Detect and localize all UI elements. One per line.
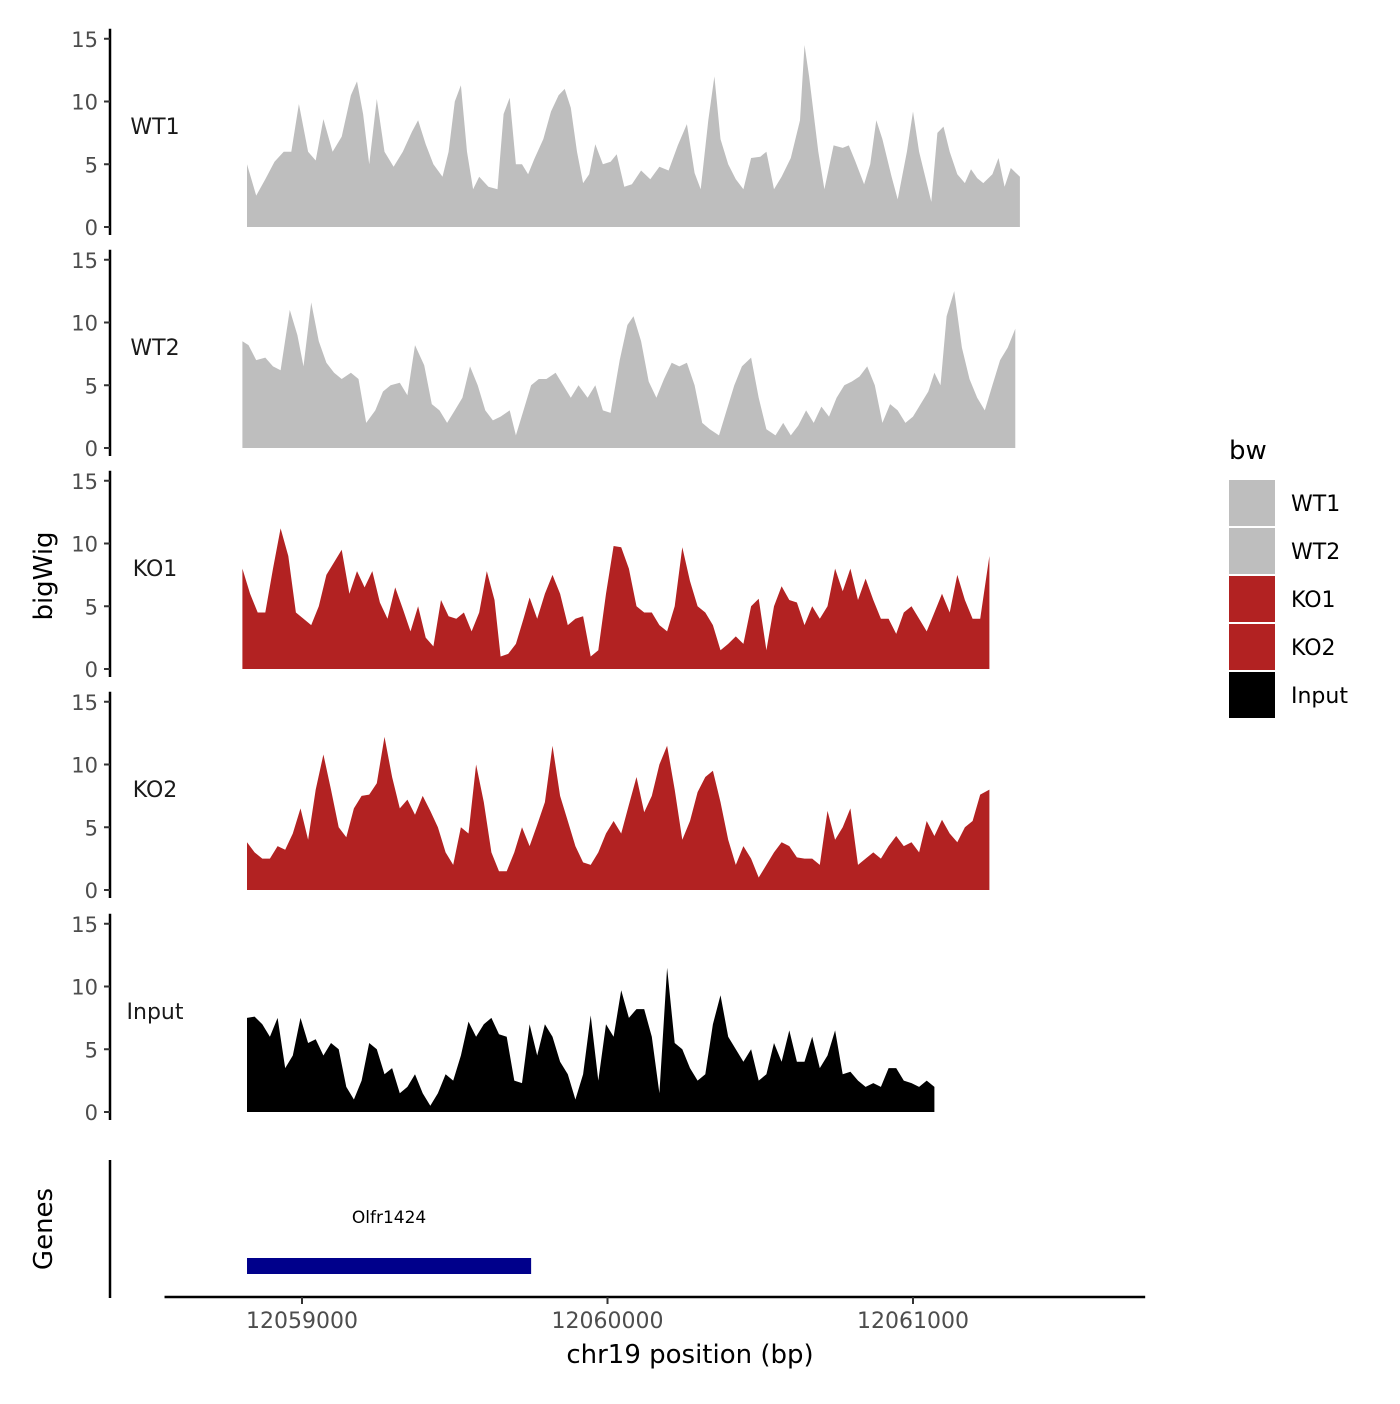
legend-title: bw (1229, 436, 1267, 466)
y-tick-label: 15 (71, 470, 98, 494)
y-tick-label: 10 (71, 754, 98, 778)
legend-item-wt1: WT1 (1229, 480, 1340, 526)
track-ko2: 0 5 10 15 KO2 (71, 691, 990, 903)
x-axis-title: chr19 position (bp) (566, 1340, 813, 1370)
track-label: Input (127, 1000, 184, 1025)
track-label: KO2 (133, 778, 178, 803)
x-tick-label: 12060000 (552, 1309, 664, 1334)
gene-body (247, 1258, 532, 1274)
y-tick-label: 5 (85, 1038, 98, 1062)
track-input: 0 5 10 15 Input (71, 913, 935, 1125)
legend: bw WT1 WT2 KO1 KO2 Input (1229, 436, 1348, 718)
area-input (247, 967, 935, 1112)
gene-name-label: Olfr1424 (352, 1208, 426, 1228)
legend-key (1229, 528, 1275, 574)
genes-layer: Genes Olfr1424 (29, 1160, 532, 1298)
legend-item-ko2: KO2 (1229, 624, 1336, 670)
area-wt2 (242, 291, 1016, 448)
area-ko2 (247, 736, 990, 890)
track-label: KO1 (133, 557, 178, 582)
area-ko1 (242, 528, 990, 669)
legend-item-input: Input (1229, 672, 1348, 718)
y-tick-label: 0 (85, 1101, 98, 1125)
legend-key (1229, 480, 1275, 526)
y-tick-label: 15 (71, 28, 98, 52)
y-tick-label: 5 (85, 374, 98, 398)
y-tick-label: 0 (85, 216, 98, 240)
y-tick-label: 0 (85, 658, 98, 682)
y-tick-label: 10 (71, 312, 98, 336)
y-tick-label: 15 (71, 249, 98, 273)
tracks-layer: 0 5 10 15 WT1 0 5 10 15 WT2 0 5 10 15 KO1 0 5 10 15 KO2 0 5 10… (71, 28, 1020, 1125)
legend-item-wt2: WT2 (1229, 528, 1340, 574)
track-wt2: 0 5 10 15 WT2 (71, 249, 1016, 461)
track-label: WT1 (130, 115, 179, 140)
y-tick-label: 15 (71, 913, 98, 937)
y-tick-label: 0 (85, 879, 98, 903)
x-tick-label: 12061000 (857, 1309, 969, 1334)
y-tick-label: 10 (71, 533, 98, 557)
y-tick-label: 10 (71, 976, 98, 1000)
legend-key (1229, 672, 1275, 718)
y-tick-label: 5 (85, 595, 98, 619)
track-wt1: 0 5 10 15 WT1 (71, 28, 1020, 240)
y-tick-label: 5 (85, 816, 98, 840)
y-tick-label: 15 (71, 691, 98, 715)
y-tick-label: 10 (71, 91, 98, 115)
legend-label: WT1 (1291, 492, 1340, 517)
genes-panel-label: Genes (29, 1188, 59, 1270)
legend-item-ko1: KO1 (1229, 576, 1336, 622)
legend-key (1229, 624, 1275, 670)
legend-key (1229, 576, 1275, 622)
area-wt1 (247, 45, 1020, 227)
y-tick-label: 0 (85, 437, 98, 461)
y-tick-label: 5 (85, 153, 98, 177)
x-tick-label: 12059000 (246, 1309, 358, 1334)
legend-label: KO1 (1291, 588, 1336, 613)
legend-label: Input (1291, 684, 1348, 709)
legend-label: WT2 (1291, 540, 1340, 565)
legend-label: KO2 (1291, 636, 1336, 661)
track-label: WT2 (130, 336, 179, 361)
track-ko1: 0 5 10 15 KO1 (71, 470, 990, 682)
x-axis: 12059000 12060000 12061000 (164, 1295, 1146, 1334)
y-axis-title: bigWig (29, 531, 59, 620)
